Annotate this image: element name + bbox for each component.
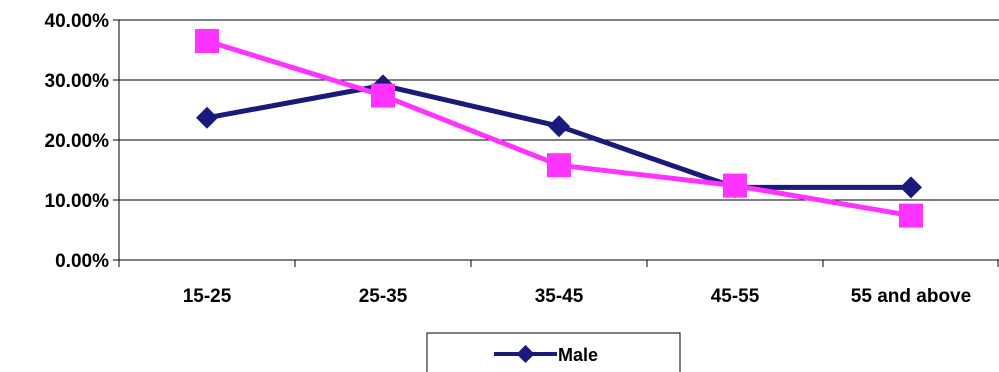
- y-tick-label: 40.00%: [45, 11, 110, 32]
- x-tick-label: 55 and above: [851, 286, 971, 307]
- legend-label-male: Male: [558, 345, 598, 365]
- x-tick-labels: 15-25 25-35 35-45 45-55 55 and above: [183, 286, 972, 307]
- axes: [113, 19, 999, 267]
- data-point-square: [899, 203, 923, 228]
- y-tick-label: 0.00%: [55, 251, 109, 272]
- data-point-diamond: [548, 115, 570, 138]
- x-tick-label: 45-55: [711, 286, 760, 307]
- legend: Male: [426, 332, 681, 372]
- data-point-square: [195, 29, 219, 53]
- data-point-diamond: [900, 176, 922, 199]
- gridlines: [119, 19, 999, 201]
- data-point-square: [371, 83, 395, 108]
- x-tick-label: 15-25: [183, 286, 232, 307]
- x-tick-label: 25-35: [359, 286, 408, 307]
- y-tick-label: 10.00%: [45, 191, 110, 212]
- x-tick-label: 35-45: [535, 286, 584, 307]
- data-point-square: [723, 173, 747, 198]
- data-point-square: [547, 153, 571, 178]
- y-tick-label: 30.00%: [45, 71, 110, 92]
- legend-marker-male: [516, 345, 535, 363]
- series-group: [195, 29, 923, 228]
- y-tick-labels: 0.00% 10.00% 20.00% 30.00% 40.00%: [45, 11, 110, 272]
- y-tick-label: 20.00%: [45, 131, 110, 152]
- data-point-diamond: [196, 106, 218, 129]
